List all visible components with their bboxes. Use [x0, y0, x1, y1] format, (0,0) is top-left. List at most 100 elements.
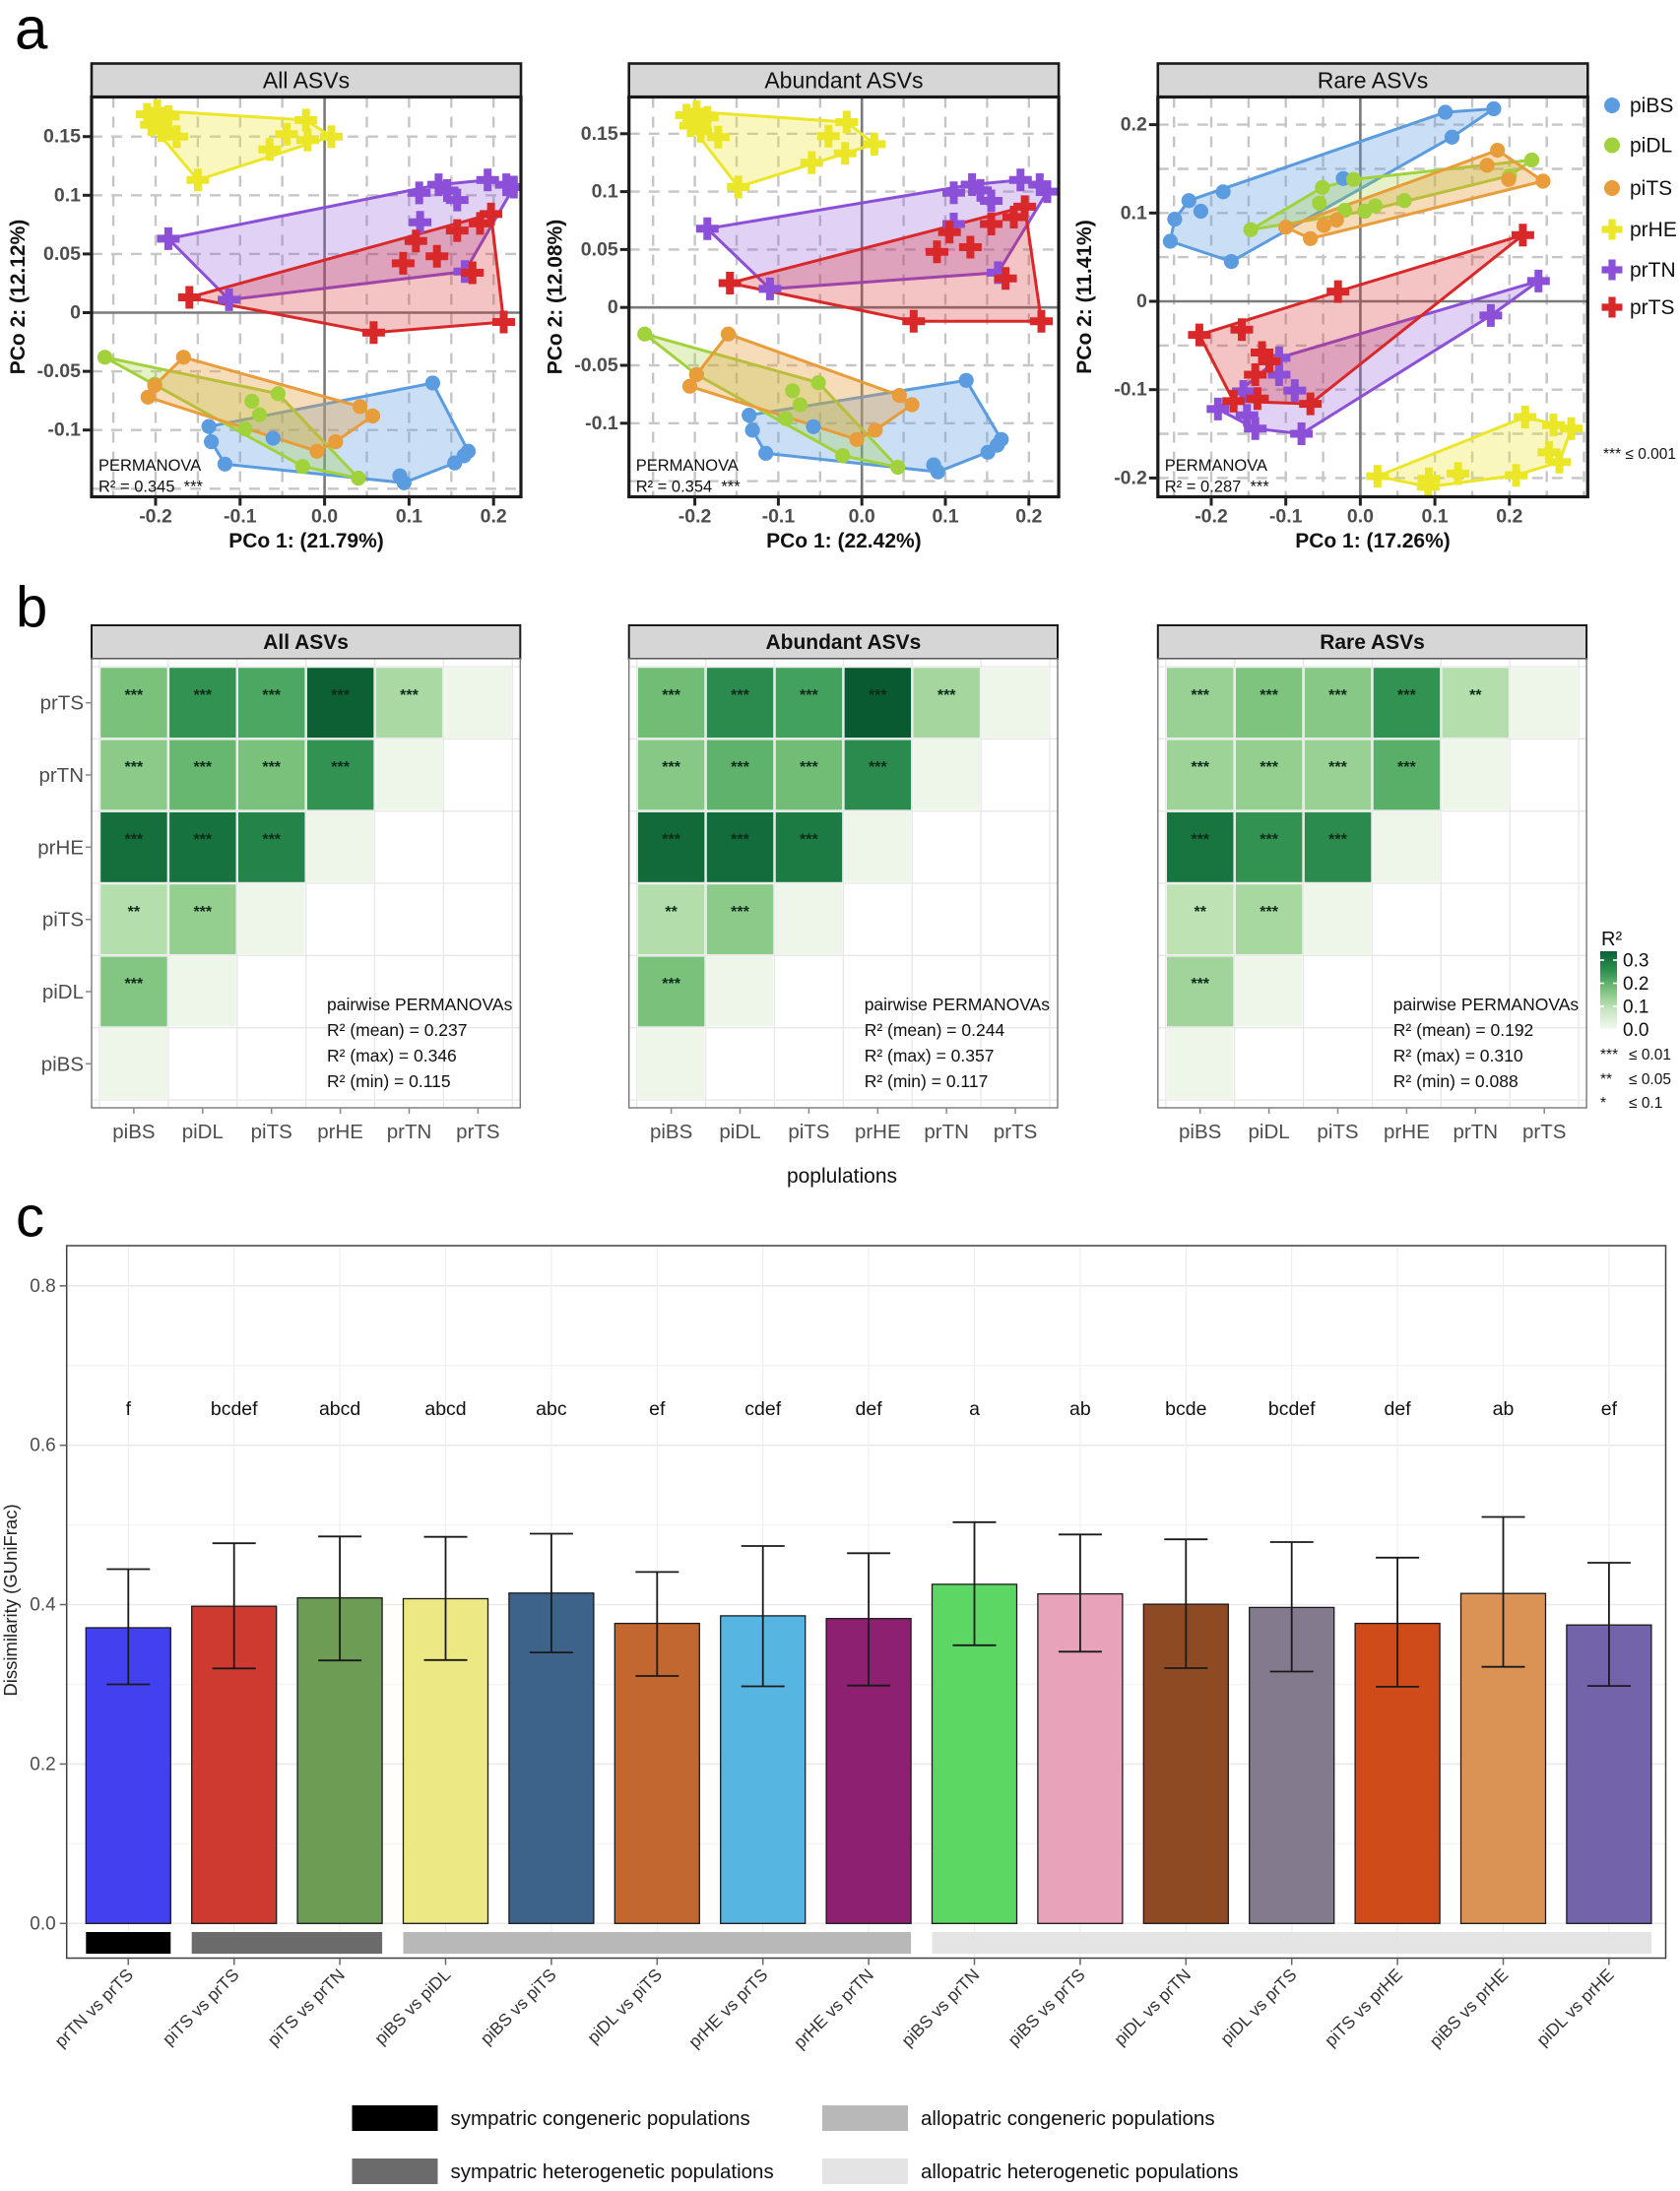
svg-text:**: **: [1194, 904, 1206, 921]
svg-text:R² (max) = 0.346: R² (max) = 0.346: [327, 1046, 457, 1065]
svg-text:0.1: 0.1: [54, 184, 81, 206]
svg-text:poplulations: poplulations: [787, 1165, 897, 1188]
svg-text:cdef: cdef: [744, 1398, 781, 1420]
svg-text:R² = 0.354 ***: R² = 0.354 ***: [636, 479, 742, 496]
svg-text:piBS: piBS: [650, 1121, 692, 1143]
svg-text:***: ***: [869, 687, 887, 704]
svg-text:***: ***: [800, 687, 818, 704]
svg-text:***: ***: [262, 687, 281, 704]
svg-text:≤ 0.05: ≤ 0.05: [1629, 1071, 1671, 1088]
svg-text:prHE: prHE: [1384, 1121, 1430, 1143]
svg-text:PCo 2: (11.41%): PCo 2: (11.41%): [1073, 220, 1096, 373]
svg-text:R² (mean) = 0.244: R² (mean) = 0.244: [865, 1020, 1005, 1040]
svg-text:**: **: [1600, 1071, 1612, 1088]
svg-text:0: 0: [70, 302, 81, 324]
svg-text:ef: ef: [1601, 1398, 1618, 1420]
svg-text:***: ***: [1191, 759, 1209, 776]
svg-text:0.0: 0.0: [311, 506, 338, 528]
svg-text:***: ***: [193, 904, 212, 921]
svg-text:0.2: 0.2: [1496, 506, 1522, 528]
svg-text:0.05: 0.05: [581, 238, 618, 260]
svg-text:0.8: 0.8: [30, 1276, 55, 1297]
svg-text:prHE: prHE: [37, 836, 84, 859]
svg-text:***: ***: [193, 687, 212, 704]
svg-text:allopatric heterogenetic popul: allopatric heterogenetic populations: [921, 2160, 1239, 2183]
svg-text:PCo 1: (21.79%): PCo 1: (21.79%): [228, 530, 384, 552]
svg-text:***: ***: [1328, 832, 1347, 849]
svg-text:R²: R²: [1601, 929, 1622, 950]
svg-text:pairwise PERMANOVAs: pairwise PERMANOVAs: [1393, 995, 1580, 1014]
svg-text:prTS: prTS: [994, 1121, 1037, 1143]
svg-text:R² (max) = 0.357: R² (max) = 0.357: [865, 1046, 995, 1065]
svg-text:-0.05: -0.05: [37, 360, 82, 382]
svg-text:prHE: prHE: [1630, 219, 1677, 241]
svg-text:piBS: piBS: [1630, 95, 1673, 117]
svg-text:prTS: prTS: [1630, 296, 1675, 319]
svg-text:0.0: 0.0: [30, 1913, 55, 1934]
svg-text:0.0: 0.0: [1623, 1020, 1648, 1041]
svg-text:prTN: prTN: [1630, 259, 1676, 282]
svg-text:***: ***: [1260, 832, 1278, 849]
svg-text:***: ***: [1260, 759, 1278, 776]
svg-text:≤ 0.01: ≤ 0.01: [1629, 1047, 1671, 1063]
svg-text:R² (min) = 0.117: R² (min) = 0.117: [865, 1071, 989, 1091]
svg-text:bcdef: bcdef: [211, 1398, 258, 1420]
svg-text:**: **: [665, 904, 678, 921]
svg-text:piTS: piTS: [42, 909, 84, 932]
svg-text:R² = 0.287 ***: R² = 0.287 ***: [1165, 479, 1270, 496]
svg-text:piDL: piDL: [719, 1121, 760, 1143]
svg-text:prTN: prTN: [387, 1121, 432, 1143]
svg-text:-0.1: -0.1: [1269, 506, 1303, 528]
svg-text:abc: abc: [536, 1398, 567, 1420]
svg-text:0.15: 0.15: [43, 126, 81, 148]
svg-text:sympatric congeneric populatio: sympatric congeneric populations: [451, 2107, 750, 2130]
svg-text:prTS: prTS: [1522, 1121, 1566, 1143]
svg-text:***: ***: [1191, 687, 1209, 704]
svg-text:prTN: prTN: [924, 1121, 969, 1143]
svg-text:PCo 1: (17.26%): PCo 1: (17.26%): [1295, 530, 1451, 552]
svg-text:a: a: [15, 0, 48, 62]
svg-text:R² = 0.345 ***: R² = 0.345 ***: [98, 479, 204, 496]
svg-text:R² (max) = 0.310: R² (max) = 0.310: [1393, 1046, 1523, 1065]
svg-text:***: ***: [731, 759, 749, 776]
svg-text:***: ***: [262, 759, 281, 776]
svg-text:pairwise PERMANOVAs: pairwise PERMANOVAs: [865, 995, 1051, 1014]
svg-text:abcd: abcd: [319, 1398, 360, 1420]
svg-text:***: ***: [125, 687, 144, 704]
svg-text:prHE: prHE: [317, 1121, 363, 1143]
svg-text:***: ***: [869, 759, 887, 776]
svg-text:0.3: 0.3: [1623, 951, 1648, 972]
svg-text:prTS: prTS: [40, 692, 84, 715]
svg-text:Abundant ASVs: Abundant ASVs: [764, 68, 923, 94]
svg-text:bcde: bcde: [1165, 1398, 1206, 1420]
svg-text:0.1: 0.1: [1623, 998, 1648, 1018]
svg-text:ab: ab: [1069, 1398, 1091, 1420]
svg-text:0.2: 0.2: [1623, 974, 1648, 995]
svg-text:0.1: 0.1: [1422, 506, 1449, 528]
svg-text:***: ***: [331, 759, 350, 776]
svg-text:-0.2: -0.2: [1114, 467, 1147, 488]
svg-text:***: ***: [800, 759, 818, 776]
svg-text:R² (mean) = 0.192: R² (mean) = 0.192: [1393, 1020, 1534, 1040]
svg-text:All ASVs: All ASVs: [263, 68, 350, 94]
svg-text:piTS: piTS: [788, 1121, 829, 1143]
svg-text:-0.1: -0.1: [1114, 379, 1147, 401]
svg-text:PERMANOVA: PERMANOVA: [636, 457, 739, 475]
svg-text:0: 0: [608, 296, 618, 318]
svg-text:f: f: [126, 1398, 132, 1420]
svg-text:***: ***: [1397, 687, 1416, 704]
svg-text:0.1: 0.1: [592, 181, 618, 203]
svg-text:***: ***: [937, 687, 956, 704]
svg-text:0.4: 0.4: [30, 1595, 56, 1616]
svg-text:b: b: [16, 576, 47, 640]
svg-text:piTS: piTS: [1630, 177, 1672, 200]
svg-text:abcd: abcd: [424, 1398, 466, 1420]
svg-text:***: ***: [125, 832, 144, 849]
svg-text:Abundant ASVs: Abundant ASVs: [765, 631, 921, 654]
svg-text:***: ***: [193, 759, 212, 776]
svg-text:-0.1: -0.1: [585, 413, 618, 434]
svg-text:***: ***: [125, 759, 144, 776]
svg-text:0.1: 0.1: [1121, 202, 1147, 224]
svg-text:PCo 2: (12.12%): PCo 2: (12.12%): [7, 220, 30, 375]
svg-text:c: c: [16, 1186, 44, 1250]
